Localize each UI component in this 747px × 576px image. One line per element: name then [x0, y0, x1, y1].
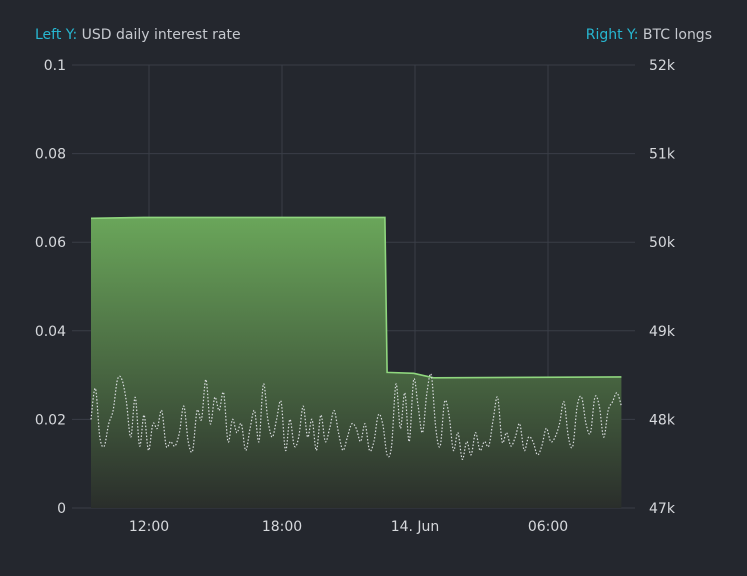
legend-left-label: USD daily interest rate: [81, 27, 241, 43]
legend-left-axis: Left Y: USD daily interest rate: [35, 27, 241, 43]
left-tick-label: 0.08: [35, 147, 66, 163]
right-tick-label: 50k: [649, 235, 676, 251]
right-tick-label: 49k: [649, 324, 676, 340]
legend-right-label: BTC longs: [642, 27, 712, 43]
left-tick-label: 0.06: [35, 235, 66, 251]
x-tick-label: 06:00: [528, 519, 568, 535]
x-tick-label: 14. Jun: [391, 519, 440, 535]
left-tick-label: 0.1: [44, 58, 66, 74]
right-tick-label: 47k: [649, 501, 676, 517]
right-tick-label: 51k: [649, 147, 676, 163]
right-tick-label: 52k: [649, 58, 676, 74]
x-tick-label: 18:00: [262, 519, 302, 535]
axis-ticks: 0 47k 0.02 48k 0.04 49k 0.06 50k 0.08 51k 0.1 52k 12…: [35, 58, 676, 535]
btc-longs-area: [91, 217, 622, 508]
right-tick-label: 48k: [649, 412, 676, 428]
usd-interest-rate-line: [90, 373, 622, 460]
x-tick-label: 12:00: [129, 519, 169, 535]
btc-longs-line: [90, 216, 622, 379]
legend-right-axis: Right Y: BTC longs: [586, 27, 712, 43]
left-tick-label: 0.02: [35, 412, 66, 428]
left-tick-label: 0.04: [35, 324, 66, 340]
left-tick-label: 0: [57, 501, 66, 517]
legend-right-key: Right Y:: [585, 27, 639, 43]
legend-left-key: Left Y:: [35, 27, 78, 43]
